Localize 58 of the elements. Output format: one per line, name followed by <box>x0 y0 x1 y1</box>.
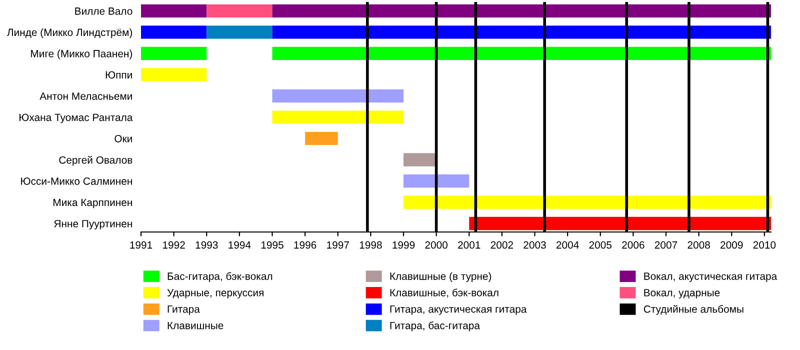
legend-label: Студийные альбомы <box>644 304 744 315</box>
bar <box>272 89 404 103</box>
y-tick-label: Вилле Вало <box>75 8 132 15</box>
x-tick-label: 2002 <box>490 241 513 249</box>
x-tick-label: 1993 <box>196 241 218 249</box>
x-tick-label: 1996 <box>294 241 316 249</box>
legend-label: Клавишные <box>168 322 224 330</box>
legend-label: Клавишные, бэк-вокал <box>390 288 498 298</box>
y-tick-label: Мика Карппинен <box>53 198 132 208</box>
bar <box>206 4 272 18</box>
bar <box>141 26 207 39</box>
bar <box>305 132 338 146</box>
x-tick-label: 2005 <box>589 241 612 249</box>
bar <box>272 46 771 60</box>
bar <box>404 196 771 209</box>
x-tick-label: 1992 <box>163 241 185 249</box>
y-tick-label: Сергей Овалов <box>59 156 132 166</box>
legend-label: Вокал, ударные <box>644 289 720 298</box>
legend-label: Гитара, акустическая гитара <box>390 306 527 315</box>
bar <box>272 4 771 18</box>
x-tick-label: 1994 <box>228 241 251 249</box>
x-tick-label: 2004 <box>556 241 579 249</box>
legend-label: Бас-гитара, бэк-вокал <box>168 272 272 282</box>
x-tick-label: 1999 <box>392 241 415 249</box>
y-tick-label: Юсси-Микко Салминен <box>21 177 132 185</box>
y-tick-label: Юхана Туомас Рантала <box>20 114 133 124</box>
y-tick-label: Линде (Микко Линдстрём) <box>7 28 132 38</box>
x-tick-label: 2007 <box>654 241 678 249</box>
bar <box>272 26 771 39</box>
x-tick-label: 2009 <box>720 241 743 249</box>
y-tick-label: Юппи <box>106 71 132 79</box>
x-tick-label: 1997 <box>327 241 349 249</box>
y-tick-label: Миге (Микко Паанен) <box>31 50 132 60</box>
bar <box>141 68 207 82</box>
x-tick-label: 2010 <box>753 241 776 249</box>
y-tick-label: Янне Пууртинен <box>54 220 132 230</box>
x-tick-label: 2000 <box>425 241 448 249</box>
bar <box>206 26 272 39</box>
y-tick-label: Оки <box>114 134 132 142</box>
x-tick-label: 2006 <box>622 241 644 249</box>
x-tick-label: 1995 <box>261 241 284 249</box>
legend-label: Ударные, перкуссия <box>167 289 264 298</box>
legend-label: Вокал, акустическая гитара <box>644 272 778 282</box>
legend-label: Гитара, бас-гитара <box>390 321 480 332</box>
bar <box>141 46 207 60</box>
legend-label: Клавишные (в турне) <box>390 272 492 282</box>
bar <box>469 216 771 230</box>
bar <box>404 174 470 188</box>
legend-label: Гитара <box>168 306 200 315</box>
x-tick-label: 1991 <box>130 241 152 249</box>
x-tick-label: 2003 <box>524 241 546 249</box>
x-tick-label: 2001 <box>458 241 480 249</box>
y-tick-label: Антон Меласньеми <box>40 92 132 100</box>
bar <box>141 4 207 18</box>
x-tick-label: 1998 <box>360 241 382 249</box>
bar <box>272 110 404 124</box>
bar <box>404 153 436 166</box>
x-tick-label: 2008 <box>688 241 710 249</box>
